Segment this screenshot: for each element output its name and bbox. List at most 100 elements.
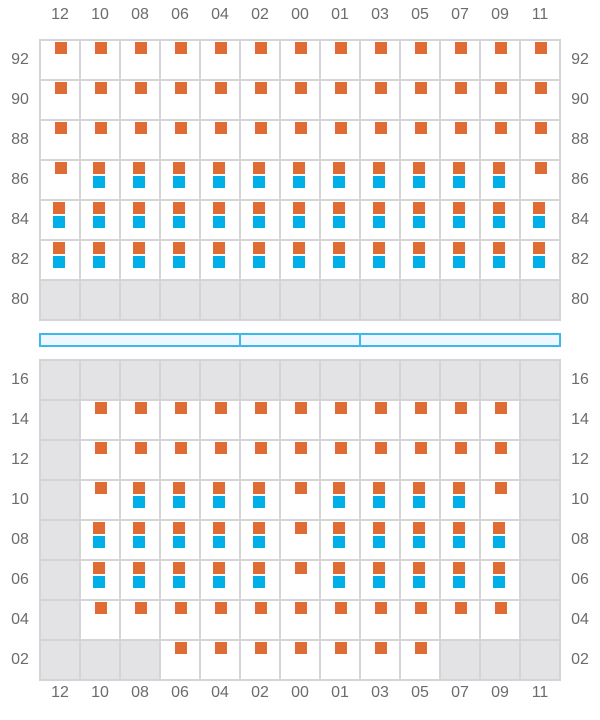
seat-cell[interactable]	[240, 160, 280, 200]
seat-cell[interactable]	[80, 520, 120, 560]
seat-cell[interactable]	[160, 40, 200, 80]
seat-cell[interactable]	[160, 440, 200, 480]
seat-cell[interactable]	[280, 520, 320, 560]
seat-cell[interactable]	[200, 640, 240, 680]
seat-cell[interactable]	[200, 560, 240, 600]
seat-cell[interactable]	[440, 240, 480, 280]
seat-cell[interactable]	[320, 40, 360, 80]
seat-cell[interactable]	[520, 80, 560, 120]
seat-cell[interactable]	[200, 600, 240, 640]
seat-cell[interactable]	[40, 240, 80, 280]
seat-cell[interactable]	[40, 120, 80, 160]
seat-cell[interactable]	[360, 200, 400, 240]
seat-cell[interactable]	[440, 80, 480, 120]
seat-cell[interactable]	[120, 240, 160, 280]
seat-cell[interactable]	[80, 440, 120, 480]
seat-cell[interactable]	[400, 440, 440, 480]
seat-cell[interactable]	[200, 480, 240, 520]
seat-cell[interactable]	[440, 400, 480, 440]
seat-cell[interactable]	[360, 240, 400, 280]
seat-cell[interactable]	[40, 80, 80, 120]
seat-cell[interactable]	[480, 520, 520, 560]
seat-cell[interactable]	[440, 440, 480, 480]
seat-cell[interactable]	[400, 80, 440, 120]
seat-cell[interactable]	[320, 640, 360, 680]
seat-cell[interactable]	[320, 400, 360, 440]
seat-cell[interactable]	[440, 600, 480, 640]
seat-cell[interactable]	[360, 640, 400, 680]
seat-cell[interactable]	[120, 120, 160, 160]
seat-cell[interactable]	[480, 240, 520, 280]
seat-cell[interactable]	[320, 480, 360, 520]
seat-cell[interactable]	[160, 480, 200, 520]
seat-cell[interactable]	[120, 400, 160, 440]
seat-cell[interactable]	[200, 200, 240, 240]
seat-cell[interactable]	[360, 600, 400, 640]
seat-cell[interactable]	[160, 240, 200, 280]
seat-cell[interactable]	[480, 560, 520, 600]
seat-cell[interactable]	[160, 120, 200, 160]
seat-cell[interactable]	[280, 240, 320, 280]
seat-cell[interactable]	[360, 560, 400, 600]
seat-cell[interactable]	[320, 560, 360, 600]
seat-cell[interactable]	[480, 400, 520, 440]
seat-cell[interactable]	[360, 520, 400, 560]
seat-cell[interactable]	[120, 440, 160, 480]
seat-cell[interactable]	[360, 40, 400, 80]
seat-cell[interactable]	[280, 40, 320, 80]
seat-cell[interactable]	[120, 160, 160, 200]
seat-cell[interactable]	[80, 400, 120, 440]
seat-cell[interactable]	[520, 40, 560, 80]
seat-cell[interactable]	[200, 440, 240, 480]
seat-cell[interactable]	[520, 240, 560, 280]
seat-cell[interactable]	[400, 400, 440, 440]
seat-cell[interactable]	[80, 40, 120, 80]
seat-cell[interactable]	[240, 640, 280, 680]
seat-cell[interactable]	[280, 80, 320, 120]
seat-cell[interactable]	[240, 440, 280, 480]
seat-cell[interactable]	[520, 120, 560, 160]
seat-cell[interactable]	[320, 80, 360, 120]
seat-cell[interactable]	[120, 520, 160, 560]
seat-cell[interactable]	[400, 240, 440, 280]
seat-cell[interactable]	[40, 160, 80, 200]
seat-cell[interactable]	[320, 600, 360, 640]
seat-cell[interactable]	[280, 120, 320, 160]
seat-cell[interactable]	[200, 240, 240, 280]
seat-cell[interactable]	[320, 160, 360, 200]
seat-cell[interactable]	[280, 600, 320, 640]
seat-cell[interactable]	[360, 480, 400, 520]
seat-cell[interactable]	[240, 520, 280, 560]
seat-cell[interactable]	[320, 440, 360, 480]
seat-cell[interactable]	[440, 520, 480, 560]
seat-cell[interactable]	[480, 440, 520, 480]
seat-cell[interactable]	[120, 560, 160, 600]
seat-cell[interactable]	[200, 400, 240, 440]
seat-cell[interactable]	[360, 160, 400, 200]
seat-cell[interactable]	[160, 200, 200, 240]
seat-cell[interactable]	[320, 120, 360, 160]
seat-cell[interactable]	[80, 480, 120, 520]
seat-cell[interactable]	[200, 40, 240, 80]
seat-cell[interactable]	[240, 120, 280, 160]
seat-cell[interactable]	[440, 40, 480, 80]
seat-cell[interactable]	[400, 600, 440, 640]
seat-cell[interactable]	[440, 480, 480, 520]
seat-cell[interactable]	[40, 40, 80, 80]
seat-cell[interactable]	[80, 80, 120, 120]
seat-cell[interactable]	[160, 560, 200, 600]
seat-cell[interactable]	[80, 240, 120, 280]
seat-cell[interactable]	[240, 240, 280, 280]
seat-cell[interactable]	[280, 400, 320, 440]
seat-cell[interactable]	[280, 480, 320, 520]
seat-cell[interactable]	[80, 120, 120, 160]
seat-cell[interactable]	[280, 200, 320, 240]
seat-cell[interactable]	[240, 40, 280, 80]
seat-cell[interactable]	[200, 80, 240, 120]
seat-cell[interactable]	[520, 200, 560, 240]
seat-cell[interactable]	[480, 40, 520, 80]
seat-cell[interactable]	[80, 560, 120, 600]
seat-cell[interactable]	[120, 40, 160, 80]
seat-cell[interactable]	[160, 640, 200, 680]
seat-cell[interactable]	[280, 160, 320, 200]
